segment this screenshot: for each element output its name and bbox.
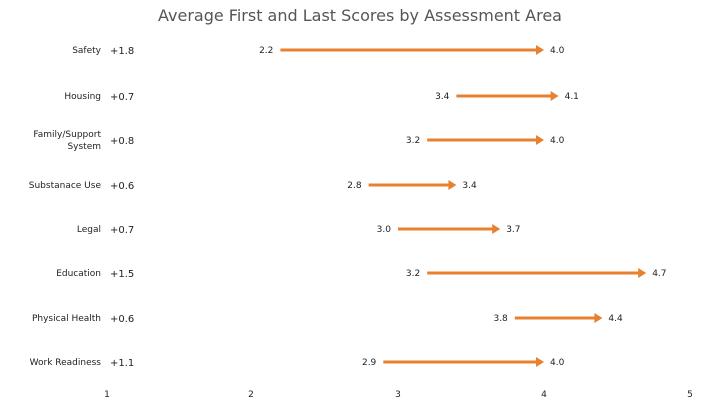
arrow-head <box>492 224 501 234</box>
last-value-label: 4.0 <box>550 46 565 56</box>
chart-row: Housing +0.7 3.4 4.1 <box>64 91 579 103</box>
arrow-head <box>638 268 647 278</box>
first-value-label: 2.2 <box>259 46 273 56</box>
change-label: +0.7 <box>110 225 134 236</box>
x-tick-label: 3 <box>395 390 401 400</box>
change-label: +0.6 <box>110 181 134 192</box>
chart-row: Education +1.5 3.2 4.7 <box>56 268 667 280</box>
category-label: Family/Support <box>33 130 101 140</box>
last-value-label: 4.0 <box>550 358 565 368</box>
first-value-label: 3.2 <box>406 269 420 279</box>
x-tick-label: 2 <box>248 390 254 400</box>
category-label: Physical Health <box>32 314 101 324</box>
last-value-label: 4.7 <box>652 269 666 279</box>
first-value-label: 2.9 <box>362 358 377 368</box>
category-label: Safety <box>72 46 101 56</box>
chart-title: Average First and Last Scores by Assessm… <box>158 6 562 25</box>
last-value-label: 3.7 <box>506 225 520 235</box>
change-label: +1.5 <box>110 269 134 280</box>
arrow-head <box>536 135 544 145</box>
x-tick-label: 5 <box>687 390 693 400</box>
first-value-label: 3.0 <box>377 225 392 235</box>
first-value-label: 2.8 <box>347 181 362 191</box>
chart-row: Safety +1.8 2.2 4.0 <box>72 45 565 57</box>
first-value-label: 3.8 <box>493 314 508 324</box>
last-value-label: 4.4 <box>608 314 623 324</box>
category-label: Legal <box>77 225 101 235</box>
chart-row: Physical Health +0.6 3.8 4.4 <box>32 313 623 325</box>
change-label: +0.8 <box>110 136 134 147</box>
category-label: Work Readiness <box>30 358 102 368</box>
category-label: Housing <box>64 92 101 102</box>
category-label: System <box>67 142 101 152</box>
change-label: +1.8 <box>110 46 134 57</box>
chart-rows: Safety +1.8 2.2 4.0 Housing +0.7 3.4 4.1 Family/… <box>29 45 667 369</box>
arrow-head <box>448 180 457 190</box>
x-tick-label: 1 <box>104 390 110 400</box>
arrow-head <box>536 45 544 55</box>
change-label: +0.6 <box>110 314 134 325</box>
arrow-head <box>594 313 603 323</box>
arrow-head <box>550 91 559 101</box>
chart-row: Family/Support System +0.8 3.2 4.0 <box>33 130 564 152</box>
chart-row: Legal +0.7 3.0 3.7 <box>77 224 521 236</box>
first-value-label: 3.4 <box>435 92 450 102</box>
chart-row: Work Readiness +1.1 2.9 4.0 <box>30 357 565 369</box>
last-value-label: 4.1 <box>565 92 579 102</box>
category-label: Substanace Use <box>29 181 102 191</box>
last-value-label: 4.0 <box>550 136 565 146</box>
first-value-label: 3.2 <box>406 136 420 146</box>
x-tick-label: 4 <box>541 390 547 400</box>
change-label: +1.1 <box>110 358 134 369</box>
arrow-head <box>536 357 544 367</box>
chart-row: Substanace Use +0.6 2.8 3.4 <box>29 180 477 192</box>
category-label: Education <box>56 269 101 279</box>
change-label: +0.7 <box>110 92 134 103</box>
x-axis: 1 2 3 4 5 <box>104 390 693 400</box>
last-value-label: 3.4 <box>462 181 477 191</box>
